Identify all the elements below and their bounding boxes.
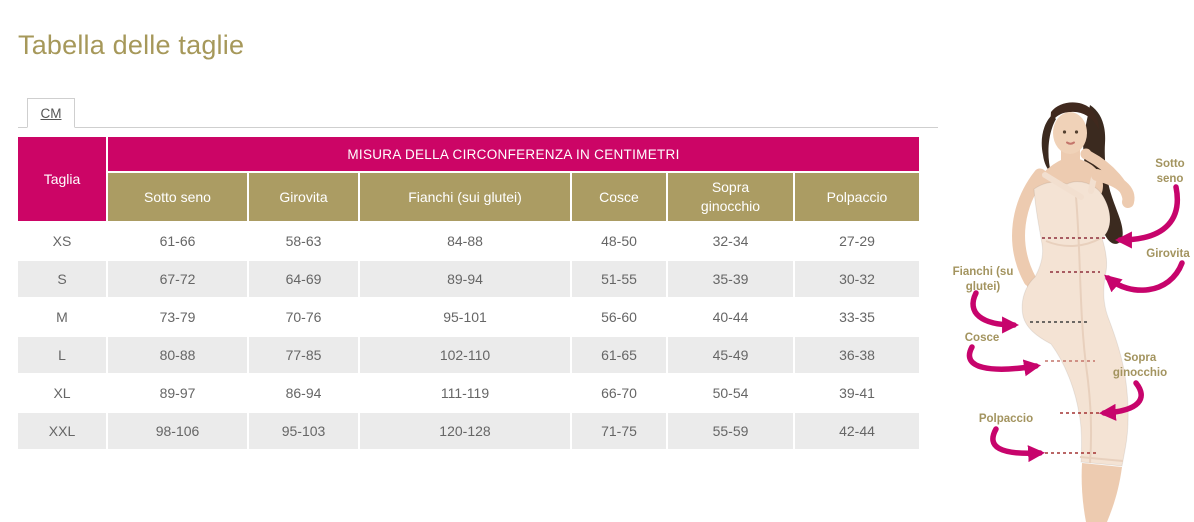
table-row: M 73-79 70-76 95-101 56-60 40-44 33-35 [18,299,919,335]
table-row: L 80-88 77-85 102-110 61-65 45-49 36-38 [18,337,919,373]
measurement-cell: 67-72 [108,261,247,297]
model-eye-right [1074,130,1079,134]
column-header: Sotto seno [108,173,247,221]
measurement-cell: 58-63 [249,223,358,259]
table-row: XL 89-97 86-94 111-119 66-70 50-54 39-41 [18,375,919,411]
measurement-cell: 33-35 [795,299,919,335]
group-header: MISURA DELLA CIRCONFERENZA IN CENTIMETRI [108,137,919,171]
arrow-polpaccio [990,426,1046,463]
taglia-column-header: Taglia [18,137,106,221]
size-label: L [18,337,106,373]
table-row: S 67-72 64-69 89-94 51-55 35-39 30-32 [18,261,919,297]
measurement-cell: 95-101 [360,299,570,335]
table-row: XXL 98-106 95-103 120-128 71-75 55-59 42-44 [18,413,919,449]
measurement-cell: 40-44 [668,299,793,335]
shapewear-seam [1075,196,1092,464]
column-header-row: Sotto seno Girovita Fianchi (sui glutei) Co… [18,173,919,221]
model-lower-leg [1081,463,1122,522]
model-shapewear [1021,181,1129,467]
size-label: M [18,299,106,335]
measurement-cell: 35-39 [668,261,793,297]
measurement-cell: 95-103 [249,413,358,449]
measurement-cell: 89-94 [360,261,570,297]
column-header: Girovita [249,173,358,221]
measurement-cell: 73-79 [108,299,247,335]
model-hair-side [1041,115,1056,173]
size-label: XL [18,375,106,411]
measurement-cell: 111-119 [360,375,570,411]
measurement-cell: 39-41 [795,375,919,411]
measurement-cell: 42-44 [795,413,919,449]
arrow-cosce [966,344,1042,377]
model-illustration [966,102,1185,522]
measurement-cell: 32-34 [668,223,793,259]
measurement-cell: 86-94 [249,375,358,411]
size-table: Taglia MISURA DELLA CIRCONFERENZA IN CEN… [16,135,921,451]
measurement-cell: 56-60 [572,299,666,335]
figure-label-girovita: Girovita [1146,248,1190,260]
size-label: XXL [18,413,106,449]
measurement-cell: 27-29 [795,223,919,259]
arrow-sopra-ginocchio [1098,380,1144,421]
model-hair-front [1050,102,1099,130]
measurement-cell: 89-97 [108,375,247,411]
measurement-cell: 84-88 [360,223,570,259]
column-header: Sopra ginocchio [668,173,793,221]
model-lips [1066,141,1075,145]
arrow-fianchi [970,290,1020,334]
column-header: Fianchi (sui glutei) [360,173,570,221]
figure-label-fianchi: Fianchi (su glutei) [952,266,1014,293]
measurement-cell: 77-85 [249,337,358,373]
measurement-cell: 102-110 [360,337,570,373]
page-title: Tabella delle taglie [18,30,245,60]
shapewear-hem [1079,456,1124,462]
tab-cm-label: CM [40,105,62,121]
measurement-cell: 80-88 [108,337,247,373]
measurement-cell: 61-65 [572,337,666,373]
figure-label-polpaccio: Polpaccio [978,413,1034,425]
model-face [1053,112,1087,154]
tab-cm[interactable]: CM [27,98,75,128]
measurement-cell: 45-49 [668,337,793,373]
unit-tabbar: CM [18,97,938,128]
model-back-arm [1012,168,1047,287]
measurement-cell: 71-75 [572,413,666,449]
measurement-cell: 120-128 [360,413,570,449]
measurement-cell: 98-106 [108,413,247,449]
figure-label-sotto-seno: Sotto seno [1155,158,1185,185]
measurement-cell: 30-32 [795,261,919,297]
measurement-cell: 61-66 [108,223,247,259]
figure-label-sopra-ginocchio: Sopra ginocchio [1112,352,1168,379]
measurement-figure: Sotto seno Girovita Fianchi (su glutei) … [930,95,1194,522]
measurement-cell: 70-76 [249,299,358,335]
measurement-cell: 55-59 [668,413,793,449]
model-eye-left [1062,130,1067,134]
measurement-cell: 48-50 [572,223,666,259]
measurement-cell: 50-54 [668,375,793,411]
arrow-girovita [1104,260,1185,293]
size-label: S [18,261,106,297]
column-header: Cosce [572,173,666,221]
measurement-cell: 66-70 [572,375,666,411]
figure-label-cosce: Cosce [964,332,1000,344]
table-row: XS 61-66 58-63 84-88 48-50 32-34 27-29 [18,223,919,259]
column-header: Polpaccio [795,173,919,221]
shapewear-strap-diagonal [1042,172,1084,200]
measurement-cell: 51-55 [572,261,666,297]
model-forearm [1084,151,1133,207]
shapewear-underbust-seam [1045,237,1102,247]
measurement-cell: 36-38 [795,337,919,373]
model-hand-chin [1080,148,1092,160]
arrow-sotto-seno [1114,184,1180,249]
measurement-cell: 64-69 [249,261,358,297]
size-label: XS [18,223,106,259]
